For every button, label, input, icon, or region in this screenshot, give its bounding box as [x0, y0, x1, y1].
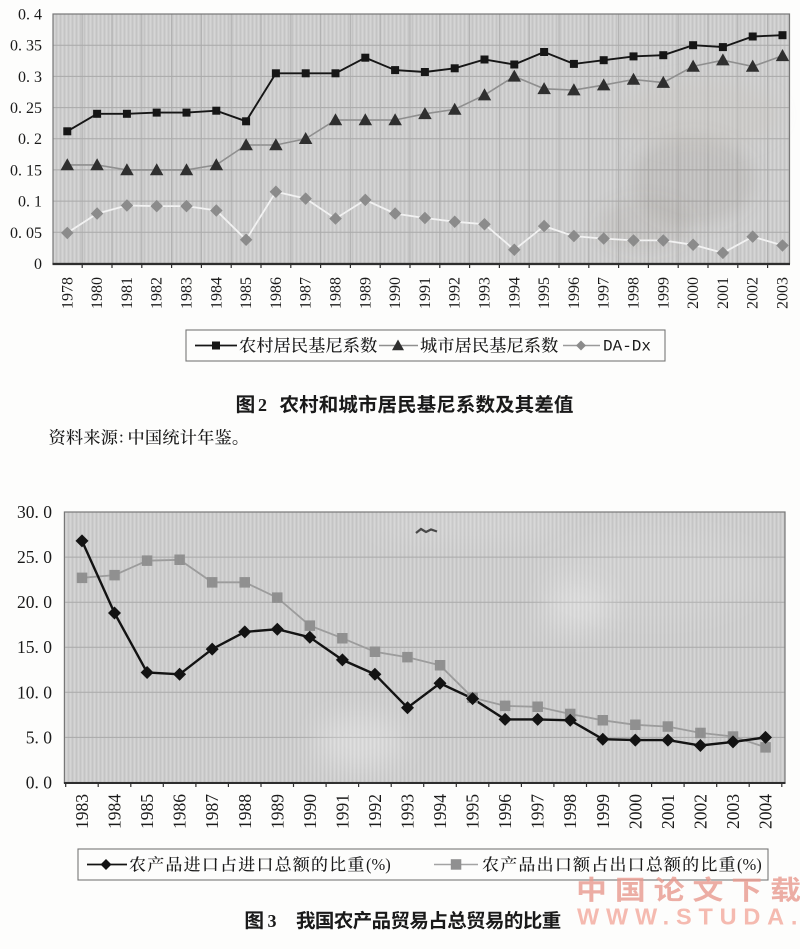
svg-text:1996: 1996	[566, 277, 583, 309]
svg-text:1997: 1997	[528, 794, 548, 829]
svg-text:0: 0	[34, 256, 42, 273]
svg-text:1981: 1981	[119, 277, 136, 309]
svg-text:1995: 1995	[463, 794, 483, 829]
svg-text:1991: 1991	[332, 794, 352, 829]
svg-text:1988: 1988	[235, 794, 255, 829]
svg-text:0. 35: 0. 35	[10, 38, 42, 55]
svg-text:30. 0: 30. 0	[17, 502, 52, 522]
svg-text:1990: 1990	[387, 277, 404, 309]
svg-text:2001: 2001	[658, 794, 678, 829]
svg-text:2003: 2003	[723, 794, 743, 829]
svg-text:1996: 1996	[495, 794, 515, 829]
svg-text:1989: 1989	[357, 277, 374, 309]
svg-text:1985: 1985	[238, 277, 255, 309]
svg-text::: :	[119, 428, 124, 447]
svg-text:1999: 1999	[593, 794, 613, 829]
svg-text:2: 2	[258, 395, 267, 415]
svg-text:25. 0: 25. 0	[17, 547, 52, 567]
svg-text:WWW.STUDA.: WWW.STUDA.	[577, 904, 800, 930]
svg-text:1990: 1990	[300, 794, 320, 829]
svg-text:1986: 1986	[268, 277, 285, 309]
svg-text:1989: 1989	[267, 794, 287, 829]
svg-text:5. 0: 5. 0	[26, 727, 53, 747]
svg-text:3: 3	[268, 911, 277, 931]
svg-text:1999: 1999	[655, 277, 672, 309]
svg-text:1993: 1993	[477, 277, 494, 309]
svg-text:1993: 1993	[398, 794, 418, 829]
svg-text:1985: 1985	[137, 794, 157, 829]
svg-text:1994: 1994	[430, 794, 450, 829]
svg-text:1998: 1998	[626, 277, 643, 309]
svg-text:2002: 2002	[745, 277, 762, 309]
svg-text:2002: 2002	[690, 794, 710, 829]
svg-text:0. 4: 0. 4	[18, 7, 42, 24]
svg-text:0. 0: 0. 0	[26, 773, 53, 793]
svg-text:1986: 1986	[170, 794, 190, 829]
svg-text:20. 0: 20. 0	[17, 592, 52, 612]
svg-text:1983: 1983	[72, 794, 92, 829]
svg-text:1997: 1997	[596, 277, 613, 309]
svg-text:1988: 1988	[328, 277, 345, 309]
svg-text:0. 15: 0. 15	[10, 162, 42, 179]
svg-text:1994: 1994	[506, 277, 523, 309]
svg-text:2000: 2000	[625, 794, 645, 829]
svg-text:1992: 1992	[447, 277, 464, 309]
svg-text:1998: 1998	[560, 794, 580, 829]
svg-text:0. 1: 0. 1	[18, 194, 42, 211]
svg-text:1992: 1992	[365, 794, 385, 829]
svg-text:2004: 2004	[756, 794, 776, 829]
svg-text:15. 0: 15. 0	[17, 637, 52, 657]
svg-text:1982: 1982	[149, 277, 166, 309]
svg-text:1987: 1987	[298, 277, 315, 309]
svg-text:1987: 1987	[202, 794, 222, 829]
svg-text:2001: 2001	[715, 277, 732, 309]
svg-text:1978: 1978	[59, 277, 76, 309]
svg-text:(%): (%)	[366, 855, 391, 874]
svg-text:1991: 1991	[417, 277, 434, 309]
svg-text:1983: 1983	[179, 277, 196, 309]
svg-text:1984: 1984	[208, 277, 225, 309]
svg-text:0. 3: 0. 3	[18, 69, 42, 86]
svg-text:2000: 2000	[685, 277, 702, 309]
svg-text:0. 2: 0. 2	[18, 131, 42, 148]
svg-text:(%): (%)	[737, 855, 762, 874]
svg-text:10. 0: 10. 0	[17, 682, 52, 702]
svg-text:0. 25: 0. 25	[10, 100, 42, 117]
svg-text:0. 05: 0. 05	[10, 225, 42, 242]
svg-text:1980: 1980	[89, 277, 106, 309]
svg-text:1995: 1995	[536, 277, 553, 309]
svg-text:1984: 1984	[105, 794, 125, 829]
svg-text:DA-Dx: DA-Dx	[603, 338, 651, 356]
svg-text:2003: 2003	[775, 277, 792, 309]
